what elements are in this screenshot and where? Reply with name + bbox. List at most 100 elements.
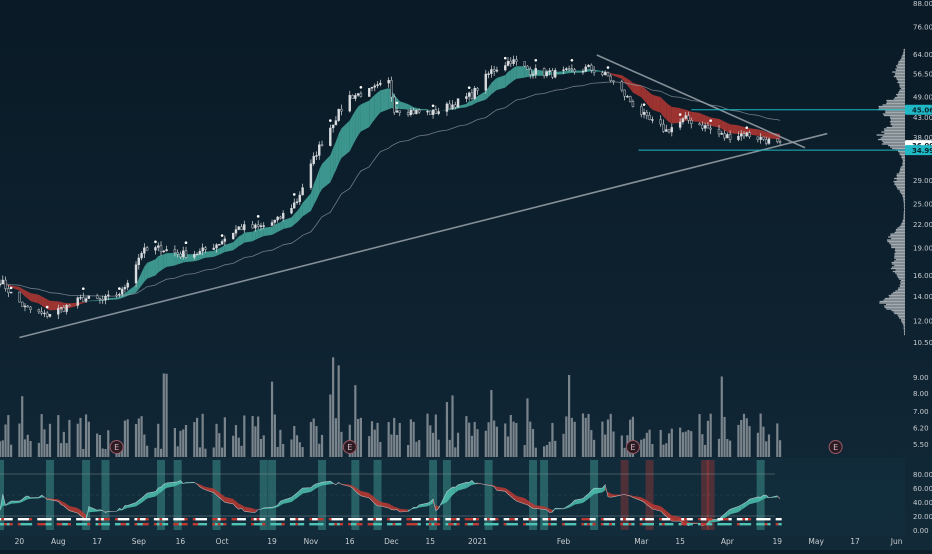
candle-body — [762, 137, 764, 140]
earnings-marker[interactable]: E — [110, 441, 123, 454]
volume-bar — [435, 415, 437, 457]
candle-body — [196, 254, 198, 255]
profile-bar — [901, 56, 905, 57]
price-tick-label: 64.00 — [913, 51, 932, 59]
profile-bar — [895, 251, 905, 252]
candle-body — [749, 133, 751, 137]
profile-bar — [899, 317, 905, 318]
profile-bar — [904, 202, 905, 203]
volume-bar — [18, 424, 20, 457]
profile-bar — [898, 287, 905, 288]
candle-body — [60, 307, 62, 308]
profile-bar — [900, 191, 905, 192]
profile-bar — [882, 140, 905, 141]
signal-marker — [762, 523, 765, 525]
profile-bar — [904, 209, 905, 210]
signal-marker — [581, 518, 584, 520]
profile-bar — [885, 307, 905, 308]
volume-bar — [124, 421, 126, 457]
earnings-marker[interactable]: E — [343, 441, 356, 454]
candle-body — [529, 69, 531, 74]
candle-body — [374, 86, 376, 87]
signal-marker — [159, 523, 162, 525]
signal-marker — [726, 518, 729, 520]
volume-bar — [21, 396, 23, 457]
signal-marker — [709, 518, 712, 520]
signal-marker — [354, 523, 357, 525]
time-tick-label: Aug — [51, 537, 66, 546]
signal-marker — [204, 518, 207, 520]
volume-bar — [277, 447, 279, 457]
signal-marker — [398, 518, 401, 520]
band-segment — [272, 225, 275, 235]
signal-marker — [534, 518, 537, 520]
volume-bar — [707, 421, 709, 457]
signal-marker — [295, 523, 298, 525]
volume-bar — [4, 424, 6, 457]
volume-bar — [474, 422, 476, 457]
candle-body — [257, 225, 259, 227]
signal-marker — [587, 518, 590, 520]
price-tick-label: 22.00 — [913, 221, 932, 229]
candle-body — [418, 110, 420, 112]
candle-body — [726, 134, 728, 138]
candle-body — [682, 119, 684, 122]
signal-marker — [62, 518, 65, 520]
volume-bar — [240, 446, 242, 457]
signal-marker — [262, 523, 265, 525]
volume-bar — [260, 439, 262, 457]
signal-marker — [390, 523, 393, 525]
candle-body — [718, 129, 720, 134]
profile-bar — [894, 184, 905, 185]
earnings-marker[interactable]: E — [626, 441, 639, 454]
profile-bar — [895, 269, 905, 270]
time-tick-label: Feb — [557, 537, 571, 546]
signal-marker — [526, 518, 529, 520]
volume-bar — [232, 436, 234, 457]
signal-marker — [76, 518, 79, 520]
profile-bar — [903, 161, 905, 162]
signal-marker — [706, 523, 709, 525]
volume-bar — [565, 416, 567, 457]
candle-body — [646, 112, 648, 115]
band-segment — [258, 228, 261, 238]
band-segment — [42, 296, 45, 307]
signal-marker — [282, 518, 285, 520]
signal-marker — [259, 523, 262, 525]
volume-bar — [2, 440, 4, 457]
volume-bar — [426, 414, 428, 457]
signal-marker — [406, 523, 409, 525]
profile-bar — [896, 65, 905, 66]
candle-body — [685, 116, 687, 119]
signal-marker — [82, 523, 85, 525]
signal-marker — [254, 518, 257, 520]
band-segment — [372, 95, 375, 123]
candle-body — [177, 253, 179, 255]
volume-bar — [357, 419, 359, 457]
candle-body — [82, 297, 84, 301]
signal-marker — [534, 523, 537, 525]
profile-bar — [903, 325, 905, 326]
candle-body — [290, 208, 292, 213]
time-tick-label: 16 — [176, 537, 186, 546]
candle-body — [379, 83, 381, 84]
signal-marker — [629, 523, 632, 525]
signal-marker — [648, 518, 651, 520]
profile-bar — [887, 101, 905, 102]
volume-bar — [574, 422, 576, 457]
signal-marker — [373, 518, 376, 520]
signal-dot — [154, 240, 157, 243]
band-segment — [355, 107, 358, 141]
candle-body — [107, 295, 109, 296]
signal-marker — [220, 518, 223, 520]
band-segment — [652, 95, 660, 113]
signal-marker — [445, 523, 448, 525]
candle-body — [154, 247, 156, 250]
profile-bar — [901, 157, 905, 158]
signal-dot — [329, 119, 332, 122]
earnings-marker[interactable]: E — [829, 441, 842, 454]
candle-body — [321, 145, 323, 146]
signal-dot — [185, 241, 188, 244]
